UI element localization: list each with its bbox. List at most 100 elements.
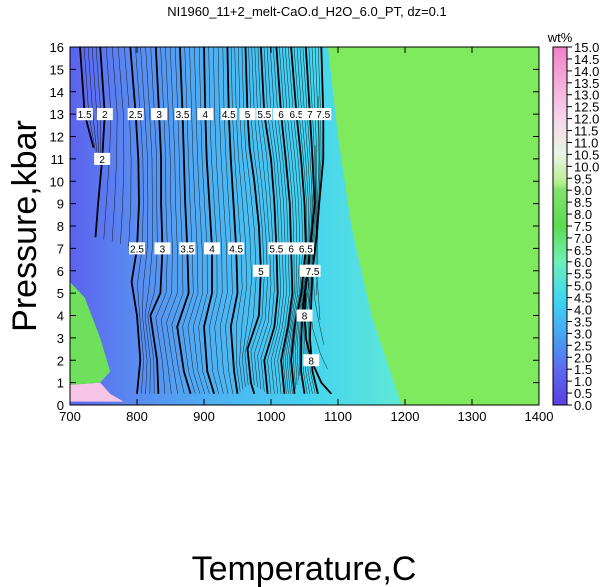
colorbar-unit: wt% xyxy=(547,30,573,45)
colorbar-tick-label: 4.0 xyxy=(574,303,592,318)
contour-label-bg xyxy=(154,242,171,255)
colorbar-tick-label: 14.0 xyxy=(574,64,599,79)
x-tick-label: 800 xyxy=(126,409,148,424)
contour-label: 2.5 xyxy=(130,244,144,255)
contour-label: 6.5 xyxy=(290,110,304,121)
contour-label-bg xyxy=(301,108,318,121)
colorbar-tick-label: 12.0 xyxy=(574,112,599,127)
colorbar-tick-label: 7.5 xyxy=(574,219,592,234)
contour-label: 6 xyxy=(288,244,294,255)
colorbar-tick-label: 9.5 xyxy=(574,171,592,186)
colorbar-tick-label: 1.5 xyxy=(574,362,592,377)
x-axis-ticks: 700 800 900 1000 1100 1200 1300 1400 xyxy=(59,47,553,424)
x-tick-label: 1000 xyxy=(257,409,286,424)
y-tick-label: 13 xyxy=(50,107,64,122)
x-tick-label: 1400 xyxy=(525,409,554,424)
y-tick-label: 10 xyxy=(50,174,64,189)
contour-label-bg xyxy=(151,108,168,121)
contour-labels: 1.51.5222.52.5333.53.5444.54.5555.55.566… xyxy=(76,108,332,367)
colorbar-tick-label: 2.5 xyxy=(574,338,592,353)
contour-label-bg xyxy=(179,242,196,255)
y-tick-label: 4 xyxy=(57,309,64,324)
y-tick-label: 2 xyxy=(57,353,64,368)
colorbar-tick-label: 3.5 xyxy=(574,314,592,329)
low-pressure-band xyxy=(70,382,124,402)
colorbar-tick-label: 11.5 xyxy=(574,124,598,139)
contour-minor xyxy=(314,145,321,321)
contour-label: 8 xyxy=(302,312,308,323)
contour-minor xyxy=(248,47,265,385)
contour-label-bg xyxy=(197,108,214,121)
y-tick-label: 16 xyxy=(50,40,64,55)
contour-label: 3 xyxy=(160,244,166,255)
contour-label-bg xyxy=(283,242,300,255)
contour-label-bg xyxy=(256,108,273,121)
x-tick-label: 900 xyxy=(193,409,215,424)
contour-label-bg xyxy=(127,108,144,121)
contour-label: 7.5 xyxy=(306,267,320,278)
colorbar-tick-label: 4.5 xyxy=(574,291,592,306)
contour-minor xyxy=(296,47,311,381)
contour-label-bg xyxy=(252,264,269,277)
x-axis-label: Temperature,C xyxy=(192,550,417,587)
colorbar-tick-label: 8.0 xyxy=(574,207,592,222)
contour-minor xyxy=(254,47,272,390)
colorbar-tick-label: 14.5 xyxy=(574,52,599,67)
contour-5 xyxy=(244,47,262,395)
contour-minor xyxy=(251,47,268,388)
heatmap-fills xyxy=(70,47,539,405)
chart-title: NI1960_11+2_melt-CaO.d_H2O_6.0_PT, dz=0.… xyxy=(167,4,446,19)
y-tick-label: 11 xyxy=(51,152,65,167)
colorbar-tick-label: 9.0 xyxy=(574,183,592,198)
y-tick-label: 6 xyxy=(57,264,64,279)
colorbar-tick-label: 6.0 xyxy=(574,255,592,270)
contour-minor xyxy=(166,47,178,394)
colorbar-gradient xyxy=(552,46,568,406)
contour-minor xyxy=(117,47,125,244)
contour-minor xyxy=(234,47,248,390)
contour-minor xyxy=(238,47,252,388)
colorbar-tick-label: 3.0 xyxy=(574,326,592,341)
contour-label: 6 xyxy=(278,110,284,121)
contour-label: 6.5 xyxy=(299,244,313,255)
contour-label: 5.5 xyxy=(269,244,283,255)
contour-minor xyxy=(241,47,257,385)
colorbar-tick-label: 5.0 xyxy=(574,279,592,294)
colorbar-tick-label: 0.0 xyxy=(574,398,592,413)
x-tick-label: 1200 xyxy=(391,409,420,424)
y-tick-label: 14 xyxy=(50,85,64,100)
colorbar-tick-label: 10.0 xyxy=(574,159,599,174)
y-tick-label: 12 xyxy=(50,130,64,145)
contour-minor xyxy=(193,47,205,394)
contour-label: 2 xyxy=(102,110,108,121)
contour-label: 5 xyxy=(245,110,251,121)
contour-label: 3.5 xyxy=(176,110,190,121)
contour-minor xyxy=(91,47,99,155)
contour-label: 4.5 xyxy=(222,110,236,121)
y-tick-label: 1 xyxy=(57,376,64,391)
contour-label-bg xyxy=(239,108,256,121)
contour-label: 2.5 xyxy=(129,110,143,121)
contour-minor xyxy=(111,47,118,242)
contour-minor xyxy=(144,47,153,394)
colorbar-tick-label: 13.0 xyxy=(574,88,599,103)
y-tick-label: 0 xyxy=(57,398,64,413)
contour-minor xyxy=(213,47,224,394)
low-temperature-region xyxy=(70,281,111,385)
contour-label: 8 xyxy=(308,356,314,367)
x-tick-label: 1100 xyxy=(324,409,352,424)
contour-label: 5.5 xyxy=(257,110,271,121)
y-axis-label: Pressure,kbar xyxy=(6,120,44,332)
contour-label: 1.5 xyxy=(78,110,92,121)
contour-label-bg xyxy=(174,108,191,121)
contour-label: 4.5 xyxy=(229,244,243,255)
y-tick-label: 9 xyxy=(57,197,64,212)
colorbar-tick-label: 5.5 xyxy=(574,267,592,282)
colorbar: wt% 0.00.51.01.52.02.53.03.54.04.55.05.5… xyxy=(547,30,600,413)
contour-label-bg xyxy=(315,108,332,121)
y-tick-label: 8 xyxy=(57,219,64,234)
contour-label-bg xyxy=(297,242,314,255)
contour-minor xyxy=(187,47,201,394)
